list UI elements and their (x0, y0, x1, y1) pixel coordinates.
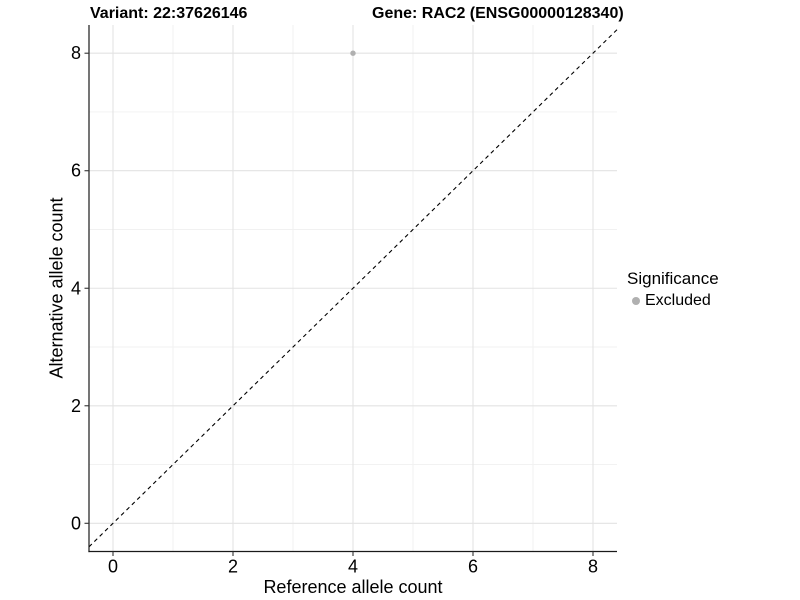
y-axis-label: Alternative allele count (46, 197, 67, 379)
y-tick-label: 8 (71, 43, 81, 63)
x-tick-label: 2 (228, 557, 238, 577)
legend-item-label: Excluded (645, 292, 711, 309)
legend-title: Significance (627, 269, 719, 288)
legend-item-excluded: Excluded (627, 292, 719, 310)
y-tick-label: 4 (71, 278, 81, 298)
x-tick-label: 4 (348, 557, 358, 577)
x-tick-label: 6 (468, 557, 478, 577)
legend: Significance Excluded (627, 269, 719, 310)
x-tick-label: 8 (588, 557, 598, 577)
y-tick-label: 0 (71, 513, 81, 533)
y-tick-label: 2 (71, 396, 81, 416)
gene-title: Gene: RAC2 (ENSG00000128340) (372, 5, 624, 22)
identity-line (88, 29, 618, 548)
x-tick-label: 0 (108, 557, 118, 577)
x-axis-label: Reference allele count (263, 577, 443, 597)
variant-title: Variant: 22:37626146 (90, 5, 248, 22)
data-point (350, 50, 356, 56)
excluded-point-swatch (632, 297, 640, 305)
y-tick-label: 6 (71, 161, 81, 181)
